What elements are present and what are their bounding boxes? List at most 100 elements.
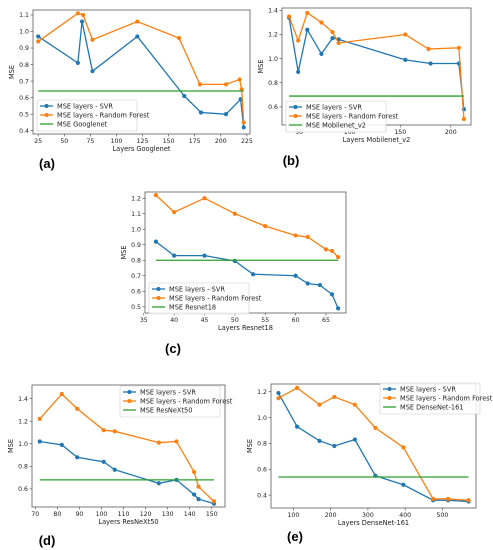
- data-point-random-forest: [352, 402, 357, 407]
- data-point-random-forest: [296, 38, 301, 43]
- y-tick-label: 1.0: [19, 29, 29, 36]
- y-axis-label: MSE: [246, 439, 254, 453]
- data-point-random-forest: [153, 193, 159, 198]
- data-point-random-forest: [456, 45, 461, 50]
- data-point-random-forest: [263, 224, 268, 229]
- x-tick-label: 100: [111, 138, 123, 145]
- series-line-random-forest: [155, 194, 339, 258]
- legend-label-random-forest: MSE layers - Random Forest: [169, 294, 262, 302]
- data-point-random-forest: [305, 234, 310, 240]
- data-point-svr: [90, 69, 95, 74]
- x-tick-label: 150: [163, 138, 175, 145]
- data-point-random-forest: [336, 40, 341, 46]
- data-point-random-forest: [329, 248, 335, 254]
- x-tick-label: 90: [75, 511, 83, 518]
- data-point-random-forest: [232, 211, 237, 216]
- data-point-svr: [293, 273, 298, 278]
- data-point-random-forest: [426, 46, 431, 52]
- data-point-svr: [202, 253, 207, 258]
- x-tick-label: 200: [215, 138, 227, 145]
- series-line-random-forest: [288, 11, 465, 120]
- y-tick-label: 1.0: [18, 441, 28, 448]
- plot-frame: [270, 383, 477, 509]
- y-tick-label: 1.0: [131, 226, 141, 233]
- series-line-svr: [39, 440, 215, 505]
- data-point-random-forest: [294, 385, 300, 390]
- data-point-svr: [241, 125, 246, 130]
- data-point-svr: [156, 481, 161, 486]
- data-point-random-forest: [59, 391, 64, 397]
- x-tick-label: 40: [170, 317, 178, 324]
- data-point-svr: [198, 110, 204, 115]
- y-tick-label: 1.2: [268, 32, 278, 39]
- data-point-random-forest: [336, 255, 341, 260]
- data-point-svr: [276, 390, 281, 396]
- y-axis-label: MSE: [8, 65, 16, 79]
- data-point-random-forest: [156, 440, 161, 445]
- data-point-random-forest: [445, 496, 451, 502]
- x-tick-label: 45: [201, 317, 209, 324]
- chart-panel-c: 35 40 45 50 55 60 65 0.5 0.6 0.7 0.8 0.9 1.0 1.1 1.2 La…: [120, 191, 347, 356]
- y-tick-label: 0.8: [268, 80, 278, 87]
- data-point-random-forest: [36, 39, 41, 44]
- y-tick-label: 0.6: [18, 486, 28, 493]
- y-tick-label: 1.0: [268, 56, 278, 63]
- data-point-random-forest: [174, 439, 179, 444]
- data-point-svr: [172, 253, 177, 258]
- legend-label-random-forest: MSE layers - Random Forest: [306, 112, 399, 120]
- x-tick-label: 70: [31, 511, 39, 518]
- x-tick-label: 50: [295, 129, 303, 136]
- data-point-random-forest: [112, 429, 117, 434]
- data-point-random-forest: [461, 116, 467, 122]
- y-tick-label: 1.1: [19, 12, 29, 19]
- x-tick-label: 100: [287, 512, 299, 519]
- data-point-random-forest: [323, 247, 329, 252]
- x-tick-label: 400: [399, 512, 411, 519]
- legend-marker-random-forest: [44, 113, 49, 117]
- x-tick-label: 55: [261, 317, 269, 324]
- x-tick-label: 200: [445, 129, 457, 136]
- data-point-svr: [36, 34, 41, 39]
- data-point-svr: [192, 492, 197, 497]
- data-point-svr: [153, 239, 159, 244]
- legend-label-svr: MSE layers - SVR: [400, 385, 456, 393]
- y-tick-label: 1.1: [131, 211, 141, 218]
- data-point-random-forest: [403, 32, 408, 37]
- y-axis-label: MSE: [120, 245, 128, 259]
- data-point-svr: [401, 482, 406, 487]
- data-point-svr: [101, 459, 106, 464]
- data-point-svr: [317, 282, 322, 288]
- data-point-random-forest: [293, 233, 298, 238]
- x-tick-label: 50: [231, 317, 239, 324]
- panel-label: (a): [39, 156, 55, 171]
- legend-marker-svr: [44, 104, 49, 108]
- y-tick-label: 1.2: [131, 195, 141, 202]
- y-tick-label: 0.4: [257, 492, 267, 499]
- y-tick-label: 1.2: [257, 389, 267, 396]
- x-tick-label: 60: [292, 317, 300, 324]
- data-point-random-forest: [172, 210, 177, 215]
- data-point-random-forest: [373, 425, 378, 431]
- legend-marker-random-forest: [127, 399, 132, 403]
- data-point-svr: [332, 443, 337, 449]
- series-line-svr: [37, 21, 245, 128]
- data-point-svr: [79, 19, 85, 24]
- data-point-random-forest: [466, 498, 471, 503]
- data-point-random-forest: [330, 30, 335, 35]
- x-tick-label: 150: [206, 511, 218, 518]
- y-tick-label: 1.4: [268, 8, 278, 15]
- series-line-random-forest: [278, 387, 469, 501]
- data-point-random-forest: [80, 12, 86, 18]
- data-point-svr: [305, 27, 310, 32]
- x-tick-label: 175: [189, 138, 201, 145]
- legend-label-svr: MSE layers - SVR: [140, 388, 196, 396]
- data-point-random-forest: [241, 120, 246, 125]
- chart-panel-a: 25 50 75 100 125 150 175 200 225 0.4 0.5 0.6 0.7 0.8 0…: [8, 9, 253, 171]
- data-point-svr: [182, 93, 187, 99]
- y-tick-label: 0.8: [257, 441, 267, 448]
- x-tick-label: 100: [96, 511, 108, 518]
